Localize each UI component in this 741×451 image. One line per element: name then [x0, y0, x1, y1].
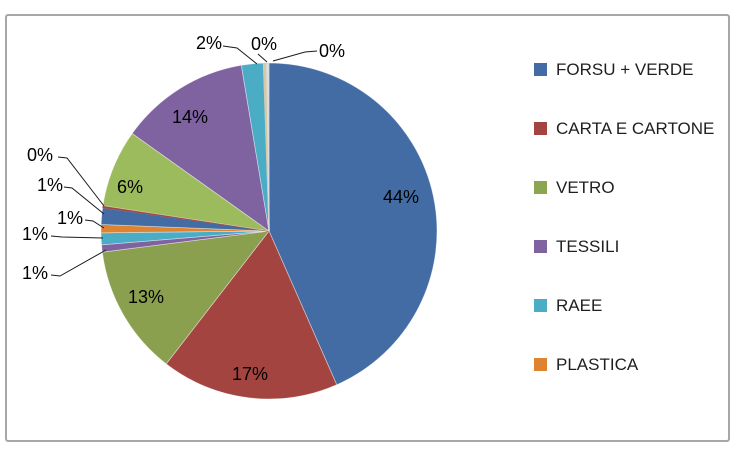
pct-label-10: 2%: [195, 33, 223, 53]
leader-line-3: [50, 249, 107, 277]
pct-label-9: 14%: [171, 107, 209, 127]
legend-swatch-icon: [534, 357, 547, 371]
pie-slice-12[interactable]: [266, 62, 270, 232]
pct-label-4: 1%: [21, 224, 49, 244]
pct-label-12: 0%: [318, 41, 346, 61]
legend-swatch-icon: [534, 121, 547, 135]
leader-line-7: [57, 156, 105, 207]
legend-label: FORSU + VERDE: [556, 59, 694, 79]
legend-label: CARTA E CARTONE: [556, 118, 715, 138]
leader-line-12: [272, 50, 318, 62]
legend-item-plastica[interactable]: PLASTICA: [534, 351, 724, 377]
chart-legend: FORSU + VERDE CARTA E CARTONE VETRO TESS…: [534, 56, 724, 410]
legend-item-raee[interactable]: RAEE: [534, 292, 724, 318]
pct-label-11: 0%: [250, 34, 278, 54]
legend-item-forsu-verde[interactable]: FORSU + VERDE: [534, 56, 724, 82]
legend-swatch-icon: [534, 180, 547, 194]
legend-label: VETRO: [556, 177, 615, 197]
leader-line-6: [63, 186, 105, 215]
leader-line-10: [222, 45, 258, 65]
legend-label: RAEE: [556, 295, 603, 315]
pct-label-1: 17%: [231, 364, 269, 384]
pct-label-3: 1%: [21, 263, 49, 283]
pct-label-7: 0%: [26, 145, 54, 165]
pie-slice-0[interactable]: [268, 62, 438, 386]
pie-slice-2[interactable]: [101, 230, 270, 365]
pie-slice-1[interactable]: [165, 230, 338, 400]
legend-swatch-icon: [534, 239, 547, 253]
legend-item-tessili[interactable]: TESSILI: [534, 233, 724, 259]
legend-swatch-icon: [534, 298, 547, 312]
pct-label-2: 13%: [127, 287, 165, 307]
legend-item-vetro[interactable]: VETRO: [534, 174, 724, 200]
leader-line-5: [84, 219, 105, 229]
legend-label: PLASTICA: [556, 354, 639, 374]
pct-label-6: 1%: [36, 175, 64, 195]
pct-label-5: 1%: [56, 208, 84, 228]
leader-line-4: [50, 235, 104, 239]
leader-line-11: [257, 53, 268, 63]
legend-swatch-icon: [534, 62, 547, 76]
pie-slice-9[interactable]: [131, 64, 270, 232]
legend-item-carta-e-cartone[interactable]: CARTA E CARTONE: [534, 115, 724, 141]
pct-label-8: 6%: [116, 177, 144, 197]
legend-label: TESSILI: [556, 236, 620, 256]
pct-label-0: 44%: [382, 187, 420, 207]
